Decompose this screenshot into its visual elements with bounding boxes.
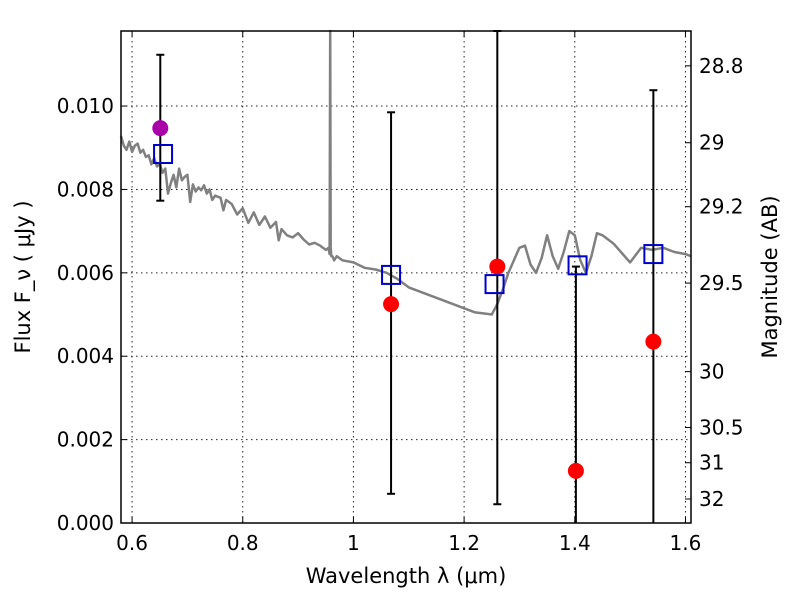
model-point: [484, 274, 505, 295]
x-tick-label: 0.6: [116, 531, 148, 555]
error-bars-layer: [156, 30, 658, 523]
right-axis-label: Magnitude (AB): [758, 195, 782, 358]
right-tick-label: 29.5: [699, 271, 744, 295]
right-tick-label: 28.8: [699, 54, 744, 78]
right-tick-label: 30: [699, 360, 724, 384]
model-point: [643, 244, 664, 265]
x-tick-label: 1.6: [670, 531, 702, 555]
model-point: [153, 144, 174, 164]
model-point: [381, 264, 402, 285]
data-point: [567, 462, 584, 479]
x-tick-label: 1.2: [448, 531, 480, 555]
y-axis-label: Flux F_ν ( μJy ): [11, 200, 36, 353]
x-axis-label: Wavelength λ (μm): [306, 564, 507, 588]
right-tick-label: 29.2: [699, 195, 744, 219]
x-tick-label: 1: [347, 531, 360, 555]
grid-lines: [121, 31, 691, 523]
data-point: [383, 296, 400, 313]
y-tick-label: 0.010: [57, 94, 114, 118]
x-tick-label: 0.8: [227, 531, 259, 555]
markers-layer: [152, 120, 664, 479]
right-tick-label: 31: [699, 451, 724, 475]
model-spectrum-line: [119, 29, 692, 316]
plot-frame: [120, 30, 692, 524]
y-tick-label: 0.008: [57, 177, 114, 201]
x-tick-label: 1.4: [559, 531, 591, 555]
model-point: [567, 255, 588, 276]
y-tick-label: 0.006: [57, 261, 114, 285]
y-tick-label: 0.004: [57, 344, 114, 368]
model-spectrum-layer: [119, 29, 692, 316]
data-point: [645, 333, 662, 350]
right-tick-label: 29: [699, 131, 724, 155]
right-tick-label: 32: [699, 487, 724, 511]
right-tick-label: 30.5: [699, 415, 744, 439]
y-tick-label: 0.000: [57, 511, 114, 535]
data-point: [489, 258, 506, 275]
data-point: [152, 120, 169, 137]
y-tick-label: 0.002: [57, 428, 114, 452]
ticks-layer: 0.6 0.8 1 1.2 1.4 1.6 0.000 0.002 0.004 0.006 0.00…: [57, 31, 744, 555]
